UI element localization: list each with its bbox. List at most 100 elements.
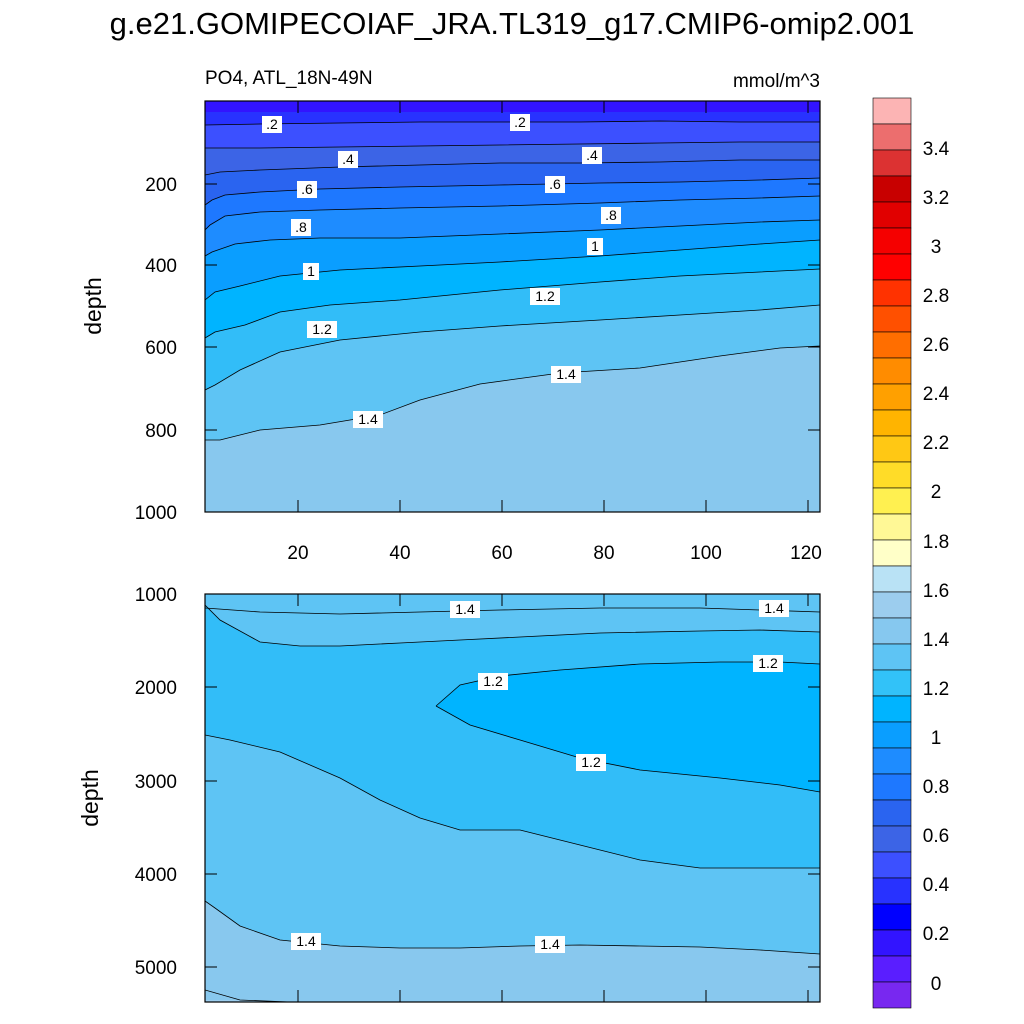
colorbar-label: 1.2	[923, 679, 949, 700]
y-tick-label: 1000	[135, 503, 177, 524]
colorbar-swatch	[872, 643, 912, 671]
svg-text:1.4: 1.4	[455, 601, 475, 617]
x-tick-label: 40	[389, 543, 410, 564]
y-tick-label: 3000	[135, 772, 177, 793]
colorbar-label: 3.4	[923, 139, 950, 160]
svg-text:1: 1	[591, 238, 599, 254]
colorbar-swatch	[872, 695, 912, 723]
colorbar	[872, 97, 912, 1009]
x-tick-label: 80	[593, 543, 614, 564]
colorbar-label: 2.2	[923, 433, 949, 454]
svg-text:.2: .2	[266, 116, 278, 132]
colorbar-swatch	[872, 903, 912, 931]
y-tick-label: 200	[145, 175, 177, 196]
colorbar-label: 2.6	[923, 335, 949, 356]
colorbar-label: 2	[931, 482, 942, 503]
upper-x-tick-labels: 20 40 60 80 100 120	[287, 543, 821, 564]
svg-text:.6: .6	[549, 176, 561, 192]
colorbar-label: 2.4	[923, 384, 950, 405]
colorbar-swatch	[872, 747, 912, 775]
colorbar-label: 0.4	[923, 875, 950, 896]
x-tick-label: 100	[690, 543, 722, 564]
x-tick-label: 60	[491, 543, 512, 564]
svg-text:1.4: 1.4	[296, 933, 316, 949]
lower-y-tick-labels: 1000 2000 3000 4000 5000	[135, 585, 177, 979]
colorbar-swatch	[872, 175, 912, 203]
svg-text:.2: .2	[514, 114, 526, 130]
contour-label: 1.4	[551, 366, 581, 383]
svg-text:.8: .8	[605, 207, 617, 223]
upper-contour-labels: .2 .2 .4 .4 .6 .6 .8 .8 1 1 1.2 1.2 1.4 …	[262, 114, 621, 428]
contour-label: .4	[338, 151, 358, 168]
chart-title: g.e21.GOMIPECOIAF_JRA.TL319_g17.CMIP6-om…	[109, 6, 915, 41]
svg-text:1.4: 1.4	[358, 411, 378, 427]
colorbar-swatch	[872, 383, 912, 411]
colorbar-swatch	[872, 929, 912, 957]
svg-text:1.2: 1.2	[483, 673, 503, 689]
svg-text:1.4: 1.4	[540, 936, 560, 952]
upper-y-tick-labels: 200 400 600 800 1000	[135, 175, 177, 524]
colorbar-swatch	[872, 877, 912, 905]
subtitle-left: PO4, ATL_18N-49N	[205, 68, 373, 89]
svg-text:.8: .8	[295, 219, 307, 235]
contour-label: .2	[510, 114, 530, 131]
contour-label: .4	[582, 147, 602, 164]
svg-text:1.2: 1.2	[581, 754, 601, 770]
svg-text:1.4: 1.4	[764, 600, 784, 616]
colorbar-swatch	[872, 357, 912, 385]
colorbar-swatch	[872, 435, 912, 463]
colorbar-swatch	[872, 851, 912, 879]
colorbar-label: 2.8	[923, 286, 949, 307]
contour-label: 1.4	[291, 933, 321, 950]
y-tick-label: 400	[145, 256, 177, 277]
colorbar-swatch	[872, 305, 912, 333]
lower-contour-labels: 1.4 1.4 1.2 1.2 1.2 1.4 1.4	[291, 600, 789, 953]
contour-label: .8	[291, 219, 311, 236]
contour-label: .6	[297, 181, 317, 198]
svg-text:.6: .6	[301, 181, 313, 197]
colorbar-swatch	[872, 773, 912, 801]
contour-label: 1.2	[576, 754, 606, 771]
svg-text:.4: .4	[342, 151, 354, 167]
y-tick-label: 800	[145, 421, 177, 442]
colorbar-swatch	[872, 331, 912, 359]
colorbar-labels: 3.4 3.2 3 2.8 2.6 2.4 2.2 2 1.8 1.6 1.4 …	[923, 139, 950, 995]
svg-text:.4: .4	[586, 147, 598, 163]
colorbar-swatch	[872, 97, 912, 125]
upper-axis-ticks	[205, 101, 820, 512]
colorbar-swatch	[872, 539, 912, 567]
svg-text:1.2: 1.2	[312, 321, 332, 337]
colorbar-swatch	[872, 591, 912, 619]
colorbar-swatch	[872, 227, 912, 255]
contour-label: .2	[262, 116, 282, 133]
colorbar-label: 0.6	[923, 826, 949, 847]
contour-label: 1.2	[753, 655, 783, 672]
subtitle-units: mmol/m^3	[733, 71, 820, 92]
contour-label: 1.4	[535, 936, 565, 953]
y-tick-label: 4000	[135, 865, 177, 886]
colorbar-label: 3.2	[923, 188, 949, 209]
colorbar-swatch	[872, 513, 912, 541]
colorbar-label: 1	[931, 728, 942, 749]
y-tick-label: 600	[145, 338, 177, 359]
colorbar-swatch	[872, 669, 912, 697]
colorbar-swatch	[872, 565, 912, 593]
colorbar-swatch	[872, 721, 912, 749]
colorbar-swatch	[872, 981, 912, 1009]
colorbar-swatch	[872, 123, 912, 151]
svg-text:1.2: 1.2	[758, 655, 778, 671]
colorbar-label: 1.8	[923, 532, 949, 553]
colorbar-swatch	[872, 279, 912, 307]
contour-label: 1	[587, 238, 603, 255]
lower-plot-frame	[204, 593, 821, 1003]
colorbar-swatch	[872, 253, 912, 281]
colorbar-label: 1.6	[923, 581, 949, 602]
colorbar-swatch	[872, 617, 912, 645]
contour-label: 1.4	[759, 600, 789, 617]
colorbar-swatch	[872, 409, 912, 437]
colorbar-swatch	[872, 799, 912, 827]
upper-plot-frame	[204, 100, 821, 513]
contour-label: 1.2	[307, 321, 337, 338]
contour-label: .6	[545, 176, 565, 193]
colorbar-swatch	[872, 461, 912, 489]
